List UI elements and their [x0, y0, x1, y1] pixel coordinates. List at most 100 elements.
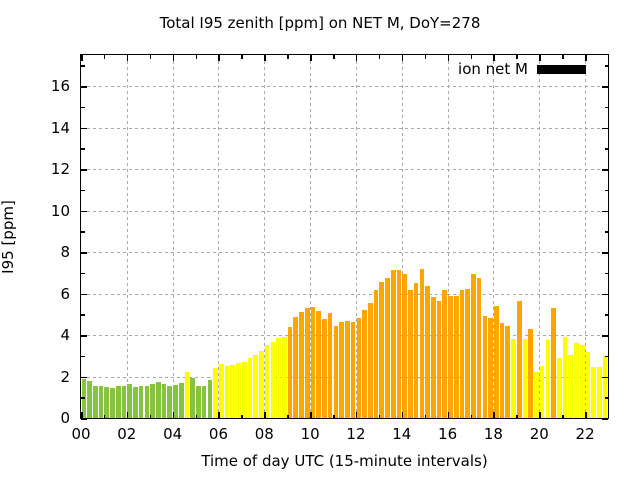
bar-02:45: [144, 385, 150, 418]
bar-15:00: [425, 286, 430, 418]
bar-21:15: [568, 354, 574, 418]
bar-01:30: [115, 385, 121, 418]
y-tick-label: 2: [60, 367, 70, 386]
bar-04:30: [184, 372, 190, 418]
y-tick: [81, 65, 85, 67]
bar-07:15: [247, 357, 253, 418]
bar-16:15: [453, 295, 459, 418]
bar-22:30: [597, 367, 602, 418]
bar-19:45: [534, 372, 539, 418]
bar-20:45: [556, 357, 562, 418]
y-gridline: [81, 127, 608, 129]
bar-03:15: [156, 381, 161, 418]
bar-14:45: [419, 268, 425, 418]
x-gridline: [126, 55, 128, 418]
bar-07:45: [259, 350, 264, 418]
bar-05:00: [196, 385, 201, 418]
y-tick: [81, 148, 85, 150]
bar-13:00: [379, 282, 385, 418]
bar-12:45: [373, 290, 379, 418]
bar-01:45: [121, 385, 127, 418]
bar-10:15: [316, 311, 322, 418]
y-gridline: [81, 335, 608, 337]
bar-19:30: [528, 328, 533, 418]
bar-16:45: [465, 289, 470, 418]
bar-19:00: [516, 300, 522, 418]
x-tick-label: 22: [575, 425, 595, 443]
x-gridline: [493, 55, 495, 418]
x-tick: [447, 55, 450, 61]
bar-13:45: [396, 269, 402, 418]
y-tick: [81, 335, 87, 337]
bar-04:15: [178, 382, 184, 418]
bar-19:15: [522, 339, 528, 418]
x-tick: [493, 55, 495, 61]
bar-20:00: [539, 366, 545, 418]
bar-22:15: [591, 367, 596, 418]
x-tick: [218, 55, 220, 61]
bar-17:00: [471, 273, 476, 418]
x-tick: [287, 414, 289, 418]
y-tick: [602, 418, 608, 420]
x-gridline: [401, 55, 403, 418]
x-tick: [287, 55, 289, 59]
y-tick: [604, 65, 608, 67]
y-tick: [602, 169, 608, 171]
y-tick-label: 16: [50, 77, 70, 96]
bar-09:45: [304, 308, 310, 418]
bar-08:45: [282, 337, 287, 418]
x-tick: [126, 412, 129, 418]
x-tick-label: 12: [346, 425, 366, 443]
y-tick: [81, 376, 87, 378]
bar-15:30: [436, 300, 442, 418]
y-tick: [604, 231, 608, 233]
y-tick: [81, 231, 85, 233]
y-tick: [81, 397, 85, 399]
x-tick: [585, 412, 587, 418]
bar-12:30: [367, 302, 373, 418]
x-tick: [585, 55, 587, 61]
bar-10:45: [327, 313, 333, 418]
x-gridline: [172, 55, 174, 418]
bar-06:45: [236, 363, 241, 418]
y-tick-label: 4: [60, 326, 70, 345]
x-tick-label: 06: [208, 425, 229, 443]
bar-05:45: [213, 368, 218, 418]
y-gridline: [81, 252, 608, 254]
y-tick: [81, 210, 87, 213]
y-tick-label: 8: [60, 243, 70, 262]
bar-14:00: [402, 273, 407, 418]
bar-21:45: [579, 345, 585, 418]
bar-21:00: [562, 337, 568, 418]
bar-03:45: [167, 385, 173, 418]
x-tick: [310, 55, 312, 61]
x-tick: [333, 55, 335, 59]
y-gridline: [81, 86, 608, 88]
bar-01:15: [110, 387, 115, 418]
y-tick: [604, 355, 608, 358]
x-tick: [149, 55, 152, 59]
y-tick: [602, 335, 608, 337]
x-tick: [81, 412, 83, 418]
bar-17:45: [488, 318, 493, 418]
bar-02:00: [127, 383, 132, 418]
y-tick: [602, 252, 608, 254]
chart-title: Total I95 zenith [ppm] on NET M, DoY=278: [159, 14, 481, 32]
legend-label: ion net M: [458, 60, 528, 78]
legend: ion net M: [458, 61, 586, 77]
plot-area: ion net M: [80, 54, 609, 420]
bar-09:00: [287, 326, 293, 418]
bar-08:00: [264, 345, 270, 418]
x-tick: [195, 55, 198, 59]
x-tick: [401, 412, 404, 418]
y-tick: [604, 148, 608, 150]
x-tick-label: 02: [117, 425, 137, 443]
bar-06:30: [230, 365, 236, 418]
x-tick: [264, 55, 266, 61]
bar-18:30: [505, 325, 511, 418]
bar-00:15: [87, 380, 92, 418]
x-axis-label: Time of day UTC (15-minute intervals): [201, 452, 488, 470]
y-axis-label: I95 [ppm]: [0, 200, 17, 274]
bar-20:15: [545, 340, 551, 418]
